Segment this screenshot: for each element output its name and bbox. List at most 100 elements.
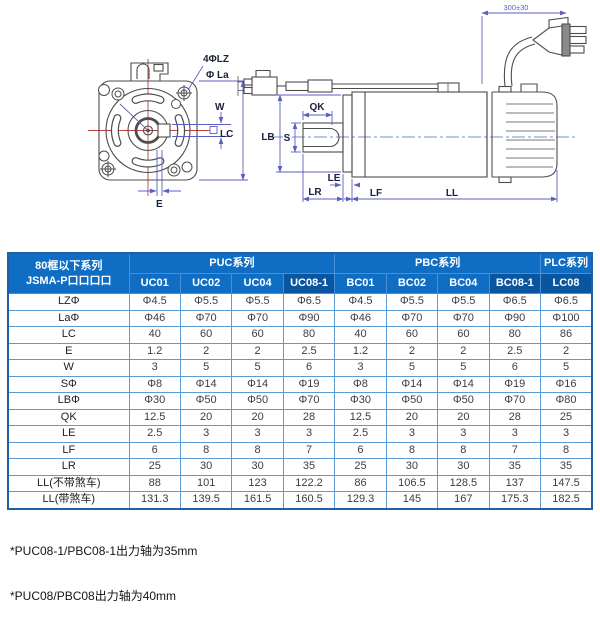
- footnotes: *PUC08-1/PBC08-1出力轴为35mm *PUC08/PBC08出力轴…: [10, 514, 197, 634]
- side-dimensions: [276, 10, 567, 202]
- row-label: LE: [7, 425, 130, 443]
- row-label: LC: [7, 326, 130, 344]
- value-cell: Φ5.5: [437, 293, 490, 311]
- value-cell: Φ90: [282, 309, 336, 327]
- value-cell: 2: [231, 342, 284, 360]
- row-label: LZΦ: [7, 293, 130, 311]
- table-row: LL(不带煞车) 88 101 123 122.2 86 106.5 128.5 137 147.…: [7, 474, 593, 492]
- side-view: 300±30 QK S LB LE LR LF LL: [237, 3, 587, 202]
- value-cell: Φ14: [179, 375, 233, 393]
- value-cell: 30: [231, 458, 284, 476]
- table-row: LE 2.5 3 3 3 2.5 3 3 3 3: [7, 425, 593, 443]
- value-cell: 7: [282, 441, 336, 459]
- value-cell: 35: [540, 458, 593, 476]
- side-lr-label: LR: [308, 187, 322, 198]
- value-cell: 161.5: [231, 491, 284, 509]
- value-cell: 1.2: [128, 342, 181, 360]
- datasheet-page: 4ΦLZ Φ La W LC E: [7, 3, 593, 603]
- value-cell: Φ8: [334, 375, 387, 393]
- value-cell: 6: [128, 441, 181, 459]
- value-cell: Φ50: [437, 392, 490, 410]
- value-cell: 20: [179, 408, 233, 426]
- row-label: SΦ: [7, 375, 130, 393]
- value-cell: 8: [540, 441, 593, 459]
- front-dimensions: [119, 65, 248, 196]
- table-row: LaΦ Φ46 Φ70 Φ70 Φ90 Φ46 Φ70 Φ70 Φ90 Φ100: [7, 309, 593, 327]
- row-label: LL(不带煞车): [7, 474, 130, 492]
- value-cell: 8: [231, 441, 284, 459]
- table-row: LC 40 60 60 80 40 60 60 80 86: [7, 326, 593, 344]
- value-cell: Φ14: [385, 375, 439, 393]
- value-cell: 101: [179, 474, 233, 492]
- corner-header: 80框以下系列 JSMA-P口口口口: [7, 252, 130, 294]
- value-cell: 35: [282, 458, 336, 476]
- value-cell: 60: [179, 326, 233, 344]
- value-cell: 25: [540, 408, 593, 426]
- front-bolt-holes: [98, 84, 193, 177]
- row-label: W: [7, 359, 130, 377]
- row-label: LF: [7, 441, 130, 459]
- series-group-header: PUC系列: [128, 252, 336, 274]
- row-label: LR: [7, 458, 130, 476]
- value-cell: 3: [231, 425, 284, 443]
- value-cell: Φ4.5: [334, 293, 387, 311]
- value-cell: Φ90: [488, 309, 542, 327]
- value-cell: 25: [128, 458, 181, 476]
- value-cell: 30: [179, 458, 233, 476]
- value-cell: Φ8: [128, 375, 181, 393]
- value-cell: 8: [385, 441, 439, 459]
- value-cell: 137: [488, 474, 542, 492]
- side-s-label: S: [284, 133, 291, 144]
- value-cell: Φ70: [179, 309, 233, 327]
- value-cell: Φ80: [540, 392, 593, 410]
- side-outline: [237, 16, 587, 184]
- front-w-label: W: [215, 102, 225, 113]
- value-cell: 3: [437, 425, 490, 443]
- side-lb-label: LB: [261, 132, 274, 143]
- value-cell: Φ14: [437, 375, 490, 393]
- value-cell: 12.5: [128, 408, 181, 426]
- value-cell: Φ30: [128, 392, 181, 410]
- value-cell: 2.5: [282, 342, 336, 360]
- value-cell: Φ19: [282, 375, 336, 393]
- front-e-label: E: [156, 199, 163, 210]
- value-cell: 60: [231, 326, 284, 344]
- series-group-header: PBC系列: [334, 252, 541, 274]
- value-cell: 30: [437, 458, 490, 476]
- value-cell: 129.3: [334, 491, 387, 509]
- value-cell: 139.5: [179, 491, 233, 509]
- value-cell: 30: [385, 458, 439, 476]
- value-cell: Φ5.5: [385, 293, 439, 311]
- value-cell: 2.5: [334, 425, 387, 443]
- value-cell: 145: [385, 491, 439, 509]
- value-cell: 5: [179, 359, 233, 377]
- value-cell: Φ50: [231, 392, 284, 410]
- value-cell: 2.5: [488, 342, 542, 360]
- value-cell: Φ19: [488, 375, 542, 393]
- value-cell: 20: [385, 408, 439, 426]
- row-label: LaΦ: [7, 309, 130, 327]
- value-cell: 7: [488, 441, 542, 459]
- value-cell: Φ70: [282, 392, 336, 410]
- column-header: LC08: [540, 273, 593, 294]
- column-header: BC02: [385, 273, 439, 294]
- table-row: SΦ Φ8 Φ14 Φ14 Φ19 Φ8 Φ14 Φ14 Φ19 Φ16: [7, 375, 593, 393]
- value-cell: 80: [282, 326, 336, 344]
- value-cell: Φ5.5: [231, 293, 284, 311]
- table-row: QK 12.5 20 20 28 12.5 20 20 28 25: [7, 408, 593, 426]
- value-cell: Φ50: [179, 392, 233, 410]
- value-cell: 3: [179, 425, 233, 443]
- cable-length-label: 300±30: [504, 3, 529, 12]
- column-header: UC04: [231, 273, 284, 294]
- value-cell: 147.5: [540, 474, 593, 492]
- value-cell: 3: [334, 359, 387, 377]
- value-cell: 8: [437, 441, 490, 459]
- value-cell: 6: [282, 359, 336, 377]
- side-qk-label: QK: [310, 102, 326, 113]
- value-cell: 6: [334, 441, 387, 459]
- value-cell: 3: [128, 359, 181, 377]
- front-arc-slots: [110, 93, 186, 168]
- value-cell: 3: [282, 425, 336, 443]
- value-cell: 175.3: [488, 491, 542, 509]
